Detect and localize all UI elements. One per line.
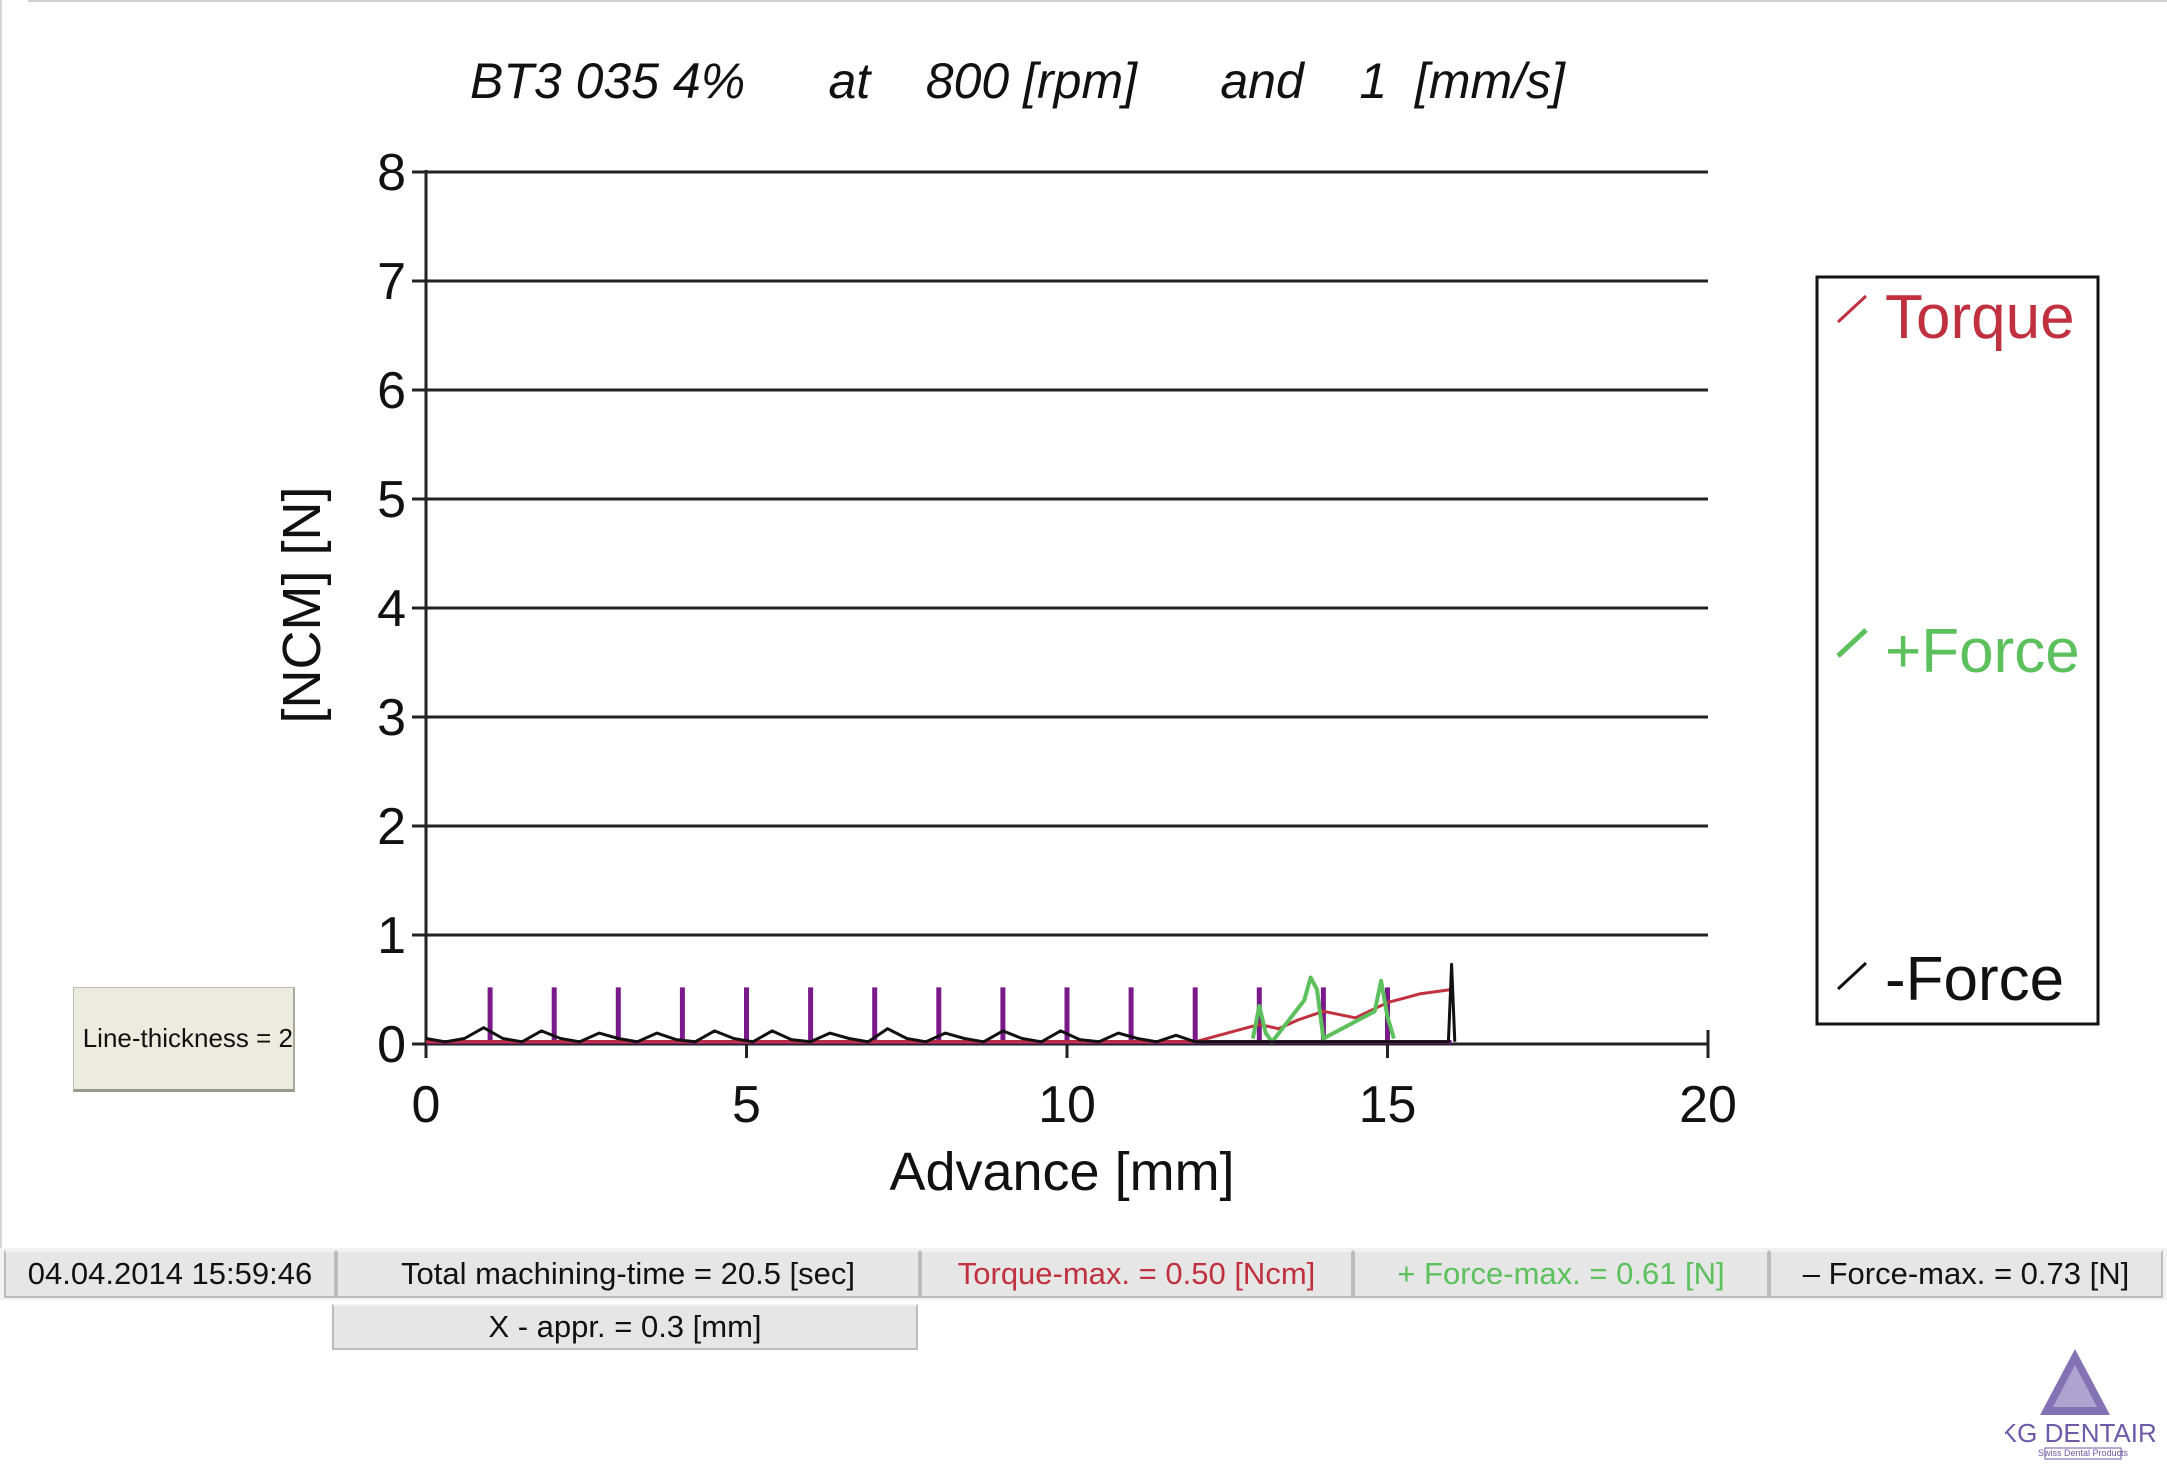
window-top-border [28,0,2167,2]
y-tick-label-6: 6 [377,362,406,420]
status-minus-force-max: – Force-max. = 0.73 [N] [1769,1250,2163,1298]
chart-series [425,962,1457,1044]
status-torque-max: Torque-max. = 0.50 [Ncm] [920,1250,1353,1298]
chart-grid [426,170,1708,937]
legend-torque-swatch [1836,294,1868,324]
legend-box [1815,275,2100,1026]
x-axis-title: Advance [mm] [889,1142,1234,1202]
x-tick-label-15: 15 [1359,1076,1417,1134]
logo-triangle [2040,1349,2110,1415]
legend-minus-force-label: -Force [1885,945,2064,1014]
series-minus-force-line [425,962,1457,1044]
logo-tagline: Swiss Dental Products [2038,1448,2129,1458]
logo-tagline-box [2044,1447,2122,1460]
y-tick-label-3: 3 [377,689,406,747]
legend-minus-force-swatch [1836,961,1868,991]
status-datetime: 04.04.2014 15:59:46 [4,1250,336,1298]
line-thickness-button[interactable]: Line-thickness = 2 [73,987,295,1092]
chart: BT3 035 4% at 800 [rpm] and 1 [mm/s] 0 1 2… [272,53,2100,1202]
logo-triangle-inner [2053,1365,2097,1407]
y-tick-label-5: 5 [377,471,406,529]
x-tick-label-5: 5 [732,1076,761,1134]
x-tick-label-20: 20 [1679,1076,1737,1134]
status-plus-force-max: + Force-max. = 0.61 [N] [1353,1250,1769,1298]
series-plus-force-line [1250,975,1396,1044]
y-tick-label-2: 2 [377,798,406,856]
y-tick-label-1: 1 [377,907,406,965]
series-torque-line [426,988,1452,1044]
x-tick-label-10: 10 [1038,1076,1096,1134]
logo-wordmark: FKG DENTAIRE [2005,1418,2155,1448]
x-tick-label-0: 0 [412,1076,441,1134]
y-tick-label-8: 8 [377,144,406,202]
status-machining-time: Total machining-time = 20.5 [sec] [336,1250,920,1298]
legend-torque-label: Torque [1885,283,2075,352]
legend-plus-force-label: +Force [1885,617,2080,686]
window-left-border [0,0,2,1250]
chart-ticks: 0 1 2 3 4 5 6 7 8 0 5 10 15 20 [377,144,1737,1134]
legend: Torque +Force -Force [1815,275,2100,1026]
y-tick-label-7: 7 [377,253,406,311]
status-x-approach: X - appr. = 0.3 [mm] [332,1304,918,1350]
y-tick-label-0: 0 [377,1016,406,1074]
chart-title: BT3 035 4% at 800 [rpm] and 1 [mm/s] [470,53,1566,109]
fkg-dentaire-logo: FKG DENTAIRE Swiss Dental Products [2005,1349,2155,1460]
legend-plus-force-swatch [1836,628,1868,658]
y-axis-title: [NCM] [N] [272,487,332,724]
y-tick-label-4: 4 [377,580,406,638]
